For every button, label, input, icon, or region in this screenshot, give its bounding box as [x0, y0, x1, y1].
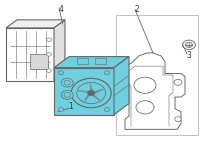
Circle shape	[61, 78, 73, 87]
Circle shape	[183, 40, 195, 50]
Polygon shape	[79, 91, 91, 93]
Polygon shape	[91, 89, 103, 93]
Polygon shape	[84, 93, 91, 101]
Bar	[116, 15, 198, 135]
Polygon shape	[54, 68, 114, 115]
Text: 1: 1	[69, 102, 73, 111]
Polygon shape	[54, 20, 65, 81]
Circle shape	[77, 82, 106, 104]
Circle shape	[47, 69, 51, 72]
Circle shape	[104, 71, 110, 75]
Circle shape	[58, 108, 64, 111]
Circle shape	[174, 79, 182, 85]
Circle shape	[64, 80, 70, 85]
Circle shape	[185, 42, 193, 47]
Circle shape	[136, 101, 154, 114]
Circle shape	[47, 53, 51, 56]
Circle shape	[88, 90, 95, 96]
Circle shape	[71, 78, 111, 108]
Bar	[77, 58, 88, 64]
Bar	[95, 58, 106, 64]
Circle shape	[104, 108, 110, 111]
Polygon shape	[54, 57, 129, 68]
Polygon shape	[90, 83, 92, 93]
Circle shape	[64, 93, 70, 97]
Circle shape	[175, 117, 181, 121]
Polygon shape	[125, 53, 185, 129]
Polygon shape	[91, 93, 100, 100]
Text: 2: 2	[135, 5, 139, 14]
Circle shape	[61, 91, 73, 99]
Text: 4: 4	[59, 5, 63, 14]
Circle shape	[58, 71, 64, 75]
Circle shape	[47, 38, 51, 41]
Polygon shape	[114, 57, 129, 115]
Polygon shape	[6, 28, 54, 81]
Polygon shape	[6, 20, 65, 28]
Bar	[30, 54, 48, 69]
Text: 3: 3	[187, 51, 191, 60]
Circle shape	[134, 77, 156, 93]
